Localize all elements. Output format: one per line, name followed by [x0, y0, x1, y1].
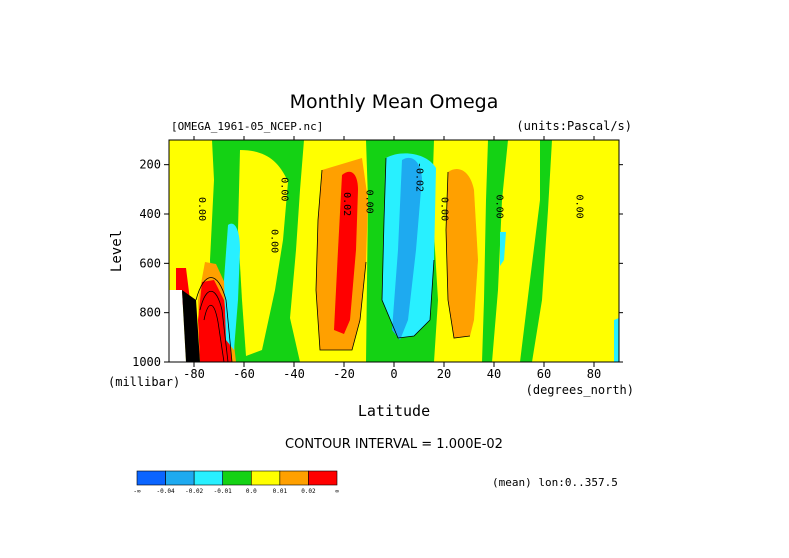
y-tick-label: 1000 [132, 355, 161, 369]
colorbar-swatch [193, 470, 224, 486]
colorbar-swatch [308, 470, 338, 486]
colorbar-label: ∞ [335, 488, 339, 495]
file-label: [OMEGA_1961-05_NCEP.nc] [171, 120, 323, 133]
contour-label: 0.00 [494, 195, 505, 219]
colorbar-label: -0.02 [185, 488, 203, 495]
contour-label: 0.00 [279, 177, 290, 201]
colorbar-label: 0.01 [273, 488, 288, 495]
contour-label: 0.02 [341, 192, 352, 216]
x-axis-ticks: -80 -60 -40 -20 0 20 40 60 80 [183, 136, 601, 381]
colorbar-swatch [136, 470, 166, 486]
color-field [169, 140, 619, 362]
contour-label: 0.00 [196, 197, 207, 221]
colorbar-swatch [250, 470, 281, 486]
x-tick-label: 60 [537, 367, 551, 381]
contour-label: 0.00 [574, 195, 585, 219]
units-label: (units:Pascal/s) [516, 119, 632, 133]
chart-title: Monthly Mean Omega [290, 91, 499, 113]
colorbar-label: 0.02 [301, 488, 316, 495]
colorbar-label: 0.0 [246, 488, 257, 495]
x-axis-label: Latitude [358, 402, 430, 420]
mean-label: (mean) lon:0..357.5 [492, 476, 618, 489]
x-tick-label: 40 [487, 367, 501, 381]
y-unit-label: (millibar) [108, 375, 180, 389]
x-tick-label: 80 [587, 367, 601, 381]
colorbar: -∞ -0.04 -0.02 -0.01 0.0 0.01 0.02 ∞ [133, 470, 339, 495]
x-tick-label: -20 [333, 367, 355, 381]
y-axis-ticks: 200 400 600 800 1000 [132, 158, 623, 369]
y-axis-label: Level [109, 230, 125, 272]
y-tick-label: 600 [139, 256, 161, 270]
colorbar-label: -∞ [133, 488, 141, 495]
contour-labels: 0.00 0.00 0.00 0.02 0.00 -0.02 0.00 0.00 0.00 [196, 162, 585, 253]
colorbar-label: -0.01 [214, 488, 232, 495]
contour-label: 0.00 [439, 197, 450, 221]
y-tick-label: 400 [139, 207, 161, 221]
colorbar-swatch [279, 470, 309, 486]
contour-label: 0.00 [269, 229, 280, 253]
x-tick-label: -80 [183, 367, 205, 381]
x-tick-label: 20 [437, 367, 451, 381]
contour-label: 0.00 [364, 190, 375, 214]
contour-interval: CONTOUR INTERVAL = 1.000E-02 [285, 437, 503, 452]
x-unit-label: (degrees_north) [526, 383, 634, 397]
contour-label: -0.02 [414, 162, 425, 192]
colorbar-swatch [222, 470, 252, 486]
x-tick-label: -40 [283, 367, 305, 381]
y-tick-label: 200 [139, 158, 161, 172]
x-tick-label: -60 [233, 367, 255, 381]
x-tick-label: 0 [390, 367, 397, 381]
colorbar-label: -0.04 [157, 488, 175, 495]
contour-lines [195, 157, 471, 362]
colorbar-swatch [165, 470, 195, 486]
y-tick-label: 800 [139, 306, 161, 320]
